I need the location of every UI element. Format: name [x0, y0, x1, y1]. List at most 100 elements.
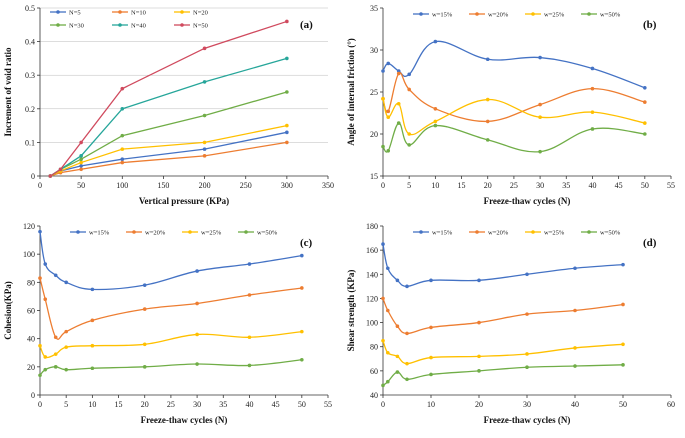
- data-point-w=25%: [573, 346, 577, 350]
- data-point-w=50%: [405, 377, 409, 382]
- series-line-N=5: [50, 131, 287, 177]
- data-point-w=50%: [396, 121, 401, 125]
- x-tick-label: 55: [667, 181, 675, 190]
- data-point-w=20%: [395, 324, 400, 328]
- x-tick-label: 40: [571, 400, 579, 409]
- legend-marker: [475, 230, 479, 234]
- data-point-w=50%: [643, 132, 647, 136]
- y-tick-label: 120: [366, 294, 378, 303]
- data-point-w=15%: [195, 269, 199, 273]
- data-point-w=50%: [621, 363, 625, 367]
- legend-label: w=50%: [257, 230, 278, 237]
- data-point-N=5: [202, 147, 207, 151]
- data-point-N=20: [120, 147, 125, 151]
- data-point-w=50%: [429, 372, 433, 377]
- data-point-w=50%: [386, 379, 390, 384]
- legend-marker: [419, 230, 423, 234]
- x-tick-label: 35: [562, 181, 570, 190]
- y-tick-label: 0.1: [25, 138, 35, 147]
- y-tick-label: 0: [31, 172, 35, 181]
- panel-label: (c): [300, 237, 313, 249]
- x-tick-label: 100: [116, 181, 128, 190]
- data-point-N=40: [120, 107, 125, 111]
- x-tick-label: 50: [298, 400, 306, 409]
- data-point-w=25%: [396, 101, 401, 106]
- legend-label: w=25%: [544, 12, 565, 19]
- legend: w=15% w=20% w=25% w=50%: [70, 230, 278, 237]
- x-tick-label: 5: [407, 181, 411, 190]
- data-point-w=15%: [538, 55, 542, 60]
- x-tick-label: 30: [523, 400, 531, 409]
- data-point-w=25%: [643, 121, 647, 125]
- data-point-w=20%: [386, 308, 390, 313]
- data-point-N=50: [202, 46, 207, 51]
- data-point-w=15%: [381, 69, 385, 73]
- x-tick-label: 50: [641, 181, 649, 190]
- chart-b: 0 5 10 15 20 25 30 35 40 45 50 55 15 20 25 30 35 Freeze-t…: [346, 4, 675, 206]
- data-point-w=25%: [386, 350, 390, 355]
- data-point-w=25%: [300, 329, 304, 334]
- panel-label: (b): [643, 19, 657, 31]
- x-tick-label: 10: [427, 400, 435, 409]
- y-tick-label: 120: [23, 222, 35, 231]
- x-tick-label: 50: [619, 400, 627, 409]
- series-line-w=50%: [39, 359, 302, 376]
- data-point-w=25%: [43, 355, 48, 359]
- chart-panel-d: 0 10 20 30 40 50 60 40 60 80 100 120 140 160 180 Freeze…: [343, 218, 685, 433]
- x-axis-title: Vertical pressure (KPa): [139, 196, 229, 206]
- y-axis-title: Shear strength (KPa): [346, 270, 356, 352]
- x-tick-label: 30: [536, 181, 544, 190]
- data-point-w=15%: [395, 278, 400, 283]
- legend-marker: [180, 10, 184, 14]
- data-point-w=15%: [90, 287, 95, 292]
- x-tick-label: 200: [199, 181, 211, 190]
- data-point-w=15%: [64, 280, 68, 285]
- data-point-w=20%: [386, 109, 391, 114]
- legend-label: N=40: [131, 23, 146, 30]
- series-line-w=15%: [382, 243, 624, 288]
- series-line-N=50: [49, 20, 288, 177]
- series-line-w=50%: [382, 364, 624, 386]
- data-point-w=15%: [38, 229, 42, 234]
- data-point-w=50%: [433, 123, 438, 128]
- data-point-w=25%: [381, 338, 385, 343]
- data-point-w=20%: [38, 276, 42, 280]
- y-tick-label: 35: [370, 4, 378, 13]
- chart-panel-a: 0 50 100 150 200 250 300 350 0 0.1 0.2 0.3 0.4 0.5 Ver…: [0, 0, 342, 214]
- data-point-w=20%: [300, 286, 304, 290]
- legend: N=5 N=10 N=20 N=30 N=40 N=50: [50, 10, 208, 30]
- data-point-w=25%: [38, 343, 42, 348]
- chart-a: 0 50 100 150 200 250 300 350 0 0.1 0.2 0.3 0.4 0.5 Ver…: [3, 4, 334, 206]
- data-point-w=25%: [142, 342, 147, 347]
- data-point-w=20%: [590, 86, 595, 91]
- data-point-w=20%: [433, 107, 438, 111]
- x-tick-label: 15: [458, 181, 466, 190]
- data-point-w=15%: [477, 278, 481, 283]
- legend-marker: [76, 230, 80, 234]
- data-point-w=50%: [590, 127, 595, 131]
- data-point-w=20%: [573, 308, 577, 313]
- data-point-w=20%: [64, 329, 68, 334]
- data-point-w=25%: [477, 354, 481, 359]
- x-tick-label: 20: [141, 400, 149, 409]
- data-point-w=20%: [381, 296, 385, 301]
- y-tick-label: 0: [31, 391, 35, 400]
- data-point-w=50%: [407, 143, 411, 147]
- y-tick-label: 140: [366, 270, 378, 279]
- data-point-N=10: [202, 154, 207, 158]
- legend-label: w=20%: [145, 230, 166, 237]
- series-line-w=25%: [39, 330, 302, 359]
- y-tick-label: 40: [370, 391, 378, 400]
- data-point-N=5: [79, 164, 83, 168]
- legend-label: N=20: [193, 10, 208, 17]
- data-point-w=20%: [621, 302, 625, 307]
- x-tick-label: 60: [667, 400, 675, 409]
- series-line-w=25%: [382, 98, 645, 136]
- data-point-w=15%: [590, 66, 595, 71]
- data-point-w=50%: [142, 365, 147, 369]
- x-tick-label: 25: [167, 400, 175, 409]
- data-point-w=20%: [90, 318, 95, 323]
- x-tick-label: 0: [38, 181, 42, 190]
- data-point-N=50: [58, 167, 63, 172]
- data-point-w=25%: [381, 96, 385, 101]
